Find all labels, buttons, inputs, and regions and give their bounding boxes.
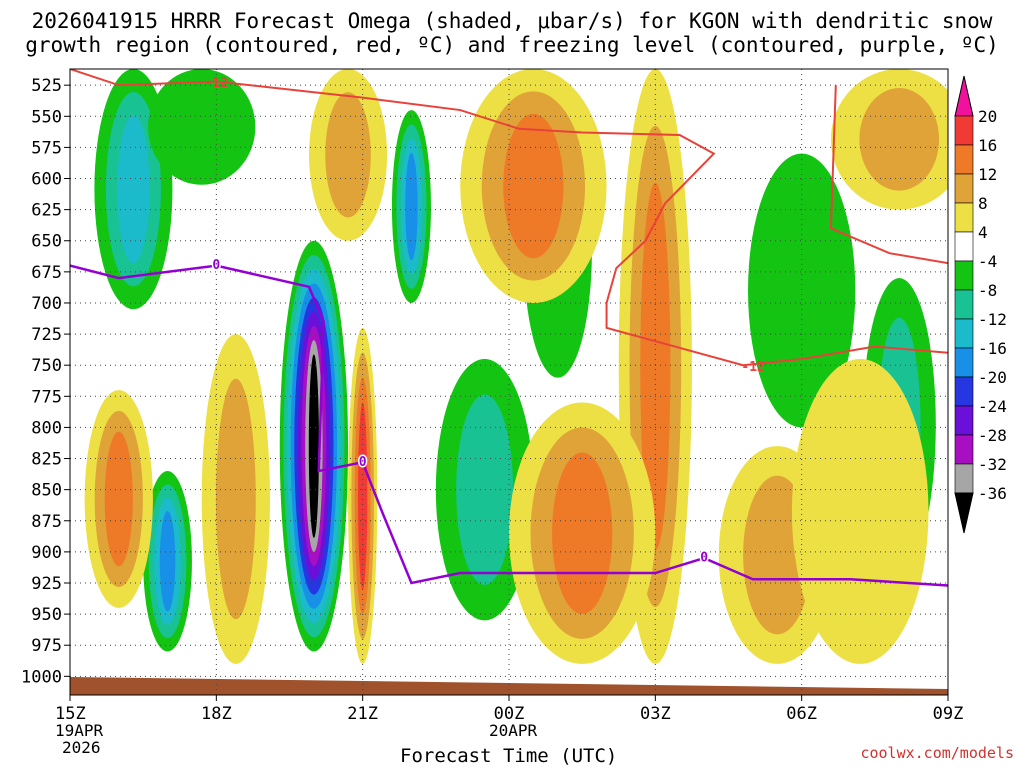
omega-green-lower-7-level--8 <box>456 394 514 585</box>
colorbar-bin--8 <box>954 260 974 291</box>
colorbar-bin--4 <box>954 231 974 262</box>
y-tick-label-1000: 1000 <box>21 667 62 687</box>
omega-yellow-14-level-12 <box>640 182 671 551</box>
colorbar-label--36: -36 <box>978 484 1007 503</box>
y-tick-label-700: 700 <box>31 294 62 314</box>
colorbar-bin-bottom <box>954 492 974 534</box>
colorbar-label-12: 12 <box>978 165 997 184</box>
freezing-level-contour <box>70 264 948 587</box>
y-tick-label-950: 950 <box>31 605 62 625</box>
y-tick-label-750: 750 <box>31 356 62 376</box>
dgz-label-upper: -12 <box>205 76 228 91</box>
y-tick-label-775: 775 <box>31 387 62 407</box>
colorbar-label-8: 8 <box>978 194 988 213</box>
y-tick-label-975: 975 <box>31 636 62 656</box>
colorbar-label--16: -16 <box>978 339 1007 358</box>
colorbar-bin-12 <box>954 144 974 175</box>
x-tick-label-15Z: 15Z <box>55 704 86 724</box>
contour-labels: -12 -12 0 0 0 <box>205 76 765 567</box>
y-tick-label-900: 900 <box>31 543 62 563</box>
y-tick-label-575: 575 <box>31 138 62 158</box>
omega-green-upper-0-level--12 <box>117 114 150 264</box>
x-tick-label-00Z: 00Z <box>494 704 525 724</box>
dgz-contour-minus12-right <box>829 85 948 265</box>
x-tick-label-18Z: 18Z <box>201 704 232 724</box>
x-year-label: 2026 <box>62 738 101 757</box>
colorbar-label--32: -32 <box>978 455 1007 474</box>
dgz-contour-minus12-upper <box>70 69 948 367</box>
x-tick-label-03Z: 03Z <box>640 704 671 724</box>
freezing-label-0: 0 <box>212 258 220 273</box>
omega-green-mid-2-level--16 <box>405 152 418 261</box>
colorbar-label--12: -12 <box>978 310 1007 329</box>
y-tick-label-525: 525 <box>31 76 62 96</box>
title-line-2: growth region (contoured, red, ºC) and f… <box>25 33 999 57</box>
colorbar: 20 16 12 8 4 -4 -8 -12 -16 -20 -24 -28 -32 -36 <box>954 75 1007 534</box>
omega-yellow-18-level-4 <box>791 358 929 664</box>
y-tick-label-600: 600 <box>31 170 62 190</box>
omega-yellow-9-level-8 <box>215 378 256 620</box>
omega-yellow-17-level-8 <box>859 88 940 191</box>
colorbar-bin--32 <box>954 434 974 465</box>
x-tick-label-06Z: 06Z <box>786 704 817 724</box>
colorbar-label--24: -24 <box>978 397 1007 416</box>
y-tick-label-925: 925 <box>31 574 62 594</box>
omega-yellow-10-level-12 <box>104 431 133 567</box>
colorbar-bin-16 <box>954 115 974 146</box>
colorbar-bin-4 <box>954 202 974 233</box>
colorbar-label-4: 4 <box>978 223 988 242</box>
colorbar-label--8: -8 <box>978 281 997 300</box>
contour-lines <box>70 69 948 587</box>
y-tick-label-800: 800 <box>31 418 62 438</box>
terrain-fill <box>70 677 948 695</box>
omega-green-upper-1-level--4 <box>148 69 256 185</box>
omega-yellow-13-level-12 <box>503 113 564 259</box>
x-date-label-19APR: 19APR <box>55 721 104 740</box>
title-line-1: 2026041915 HRRR Forecast Omega (shaded, … <box>31 9 993 33</box>
y-tick-label-625: 625 <box>31 201 62 221</box>
freezing-label-2: 0 <box>700 551 708 566</box>
credit-link[interactable]: coolwx.com/models <box>860 744 1014 762</box>
axes: 525 550 575 600 625 650 675 700 725 750 775 800 825 8… <box>21 68 964 757</box>
omega-shading <box>70 69 948 695</box>
colorbar-bin--24 <box>954 376 974 407</box>
x-tick-label-09Z: 09Z <box>933 704 964 724</box>
colorbar-label-16: 16 <box>978 136 997 155</box>
y-tick-label-850: 850 <box>31 481 62 501</box>
y-tick-label-550: 550 <box>31 107 62 127</box>
colorbar-bin--20 <box>954 347 974 378</box>
colorbar-bin-top <box>954 75 974 117</box>
omega-green-lower-8-level--16 <box>159 510 176 612</box>
x-axis-title: Forecast Time (UTC) <box>400 745 618 767</box>
x-date-label-20APR: 20APR <box>489 721 538 740</box>
colorbar-bin--36 <box>954 463 974 494</box>
y-tick-label-675: 675 <box>31 263 62 283</box>
colorbar-bin-8 <box>954 173 974 204</box>
freezing-label-1: 0 <box>359 455 367 470</box>
x-tick-label-21Z: 21Z <box>347 704 378 724</box>
omega-core-6-level--36 <box>308 354 319 538</box>
y-tick-label-875: 875 <box>31 512 62 532</box>
y-tick-label-725: 725 <box>31 325 62 345</box>
colorbar-label--28: -28 <box>978 426 1007 445</box>
omega-yellow-15-level-12 <box>552 452 613 614</box>
colorbar-label--4: -4 <box>978 252 997 271</box>
colorbar-label--20: -20 <box>978 368 1007 387</box>
colorbar-label-20: 20 <box>978 107 997 126</box>
omega-yellow-11-level-16 <box>358 402 368 590</box>
colorbar-bin--16 <box>954 318 974 349</box>
colorbar-bin--28 <box>954 405 974 436</box>
dgz-label-lower: -12 <box>741 360 764 375</box>
omega-green-mid-4-level--4 <box>748 153 856 428</box>
y-tick-label-825: 825 <box>31 450 62 470</box>
omega-yellow-12-level-8 <box>325 92 371 218</box>
y-tick-label-650: 650 <box>31 232 62 252</box>
colorbar-bin--12 <box>954 289 974 320</box>
